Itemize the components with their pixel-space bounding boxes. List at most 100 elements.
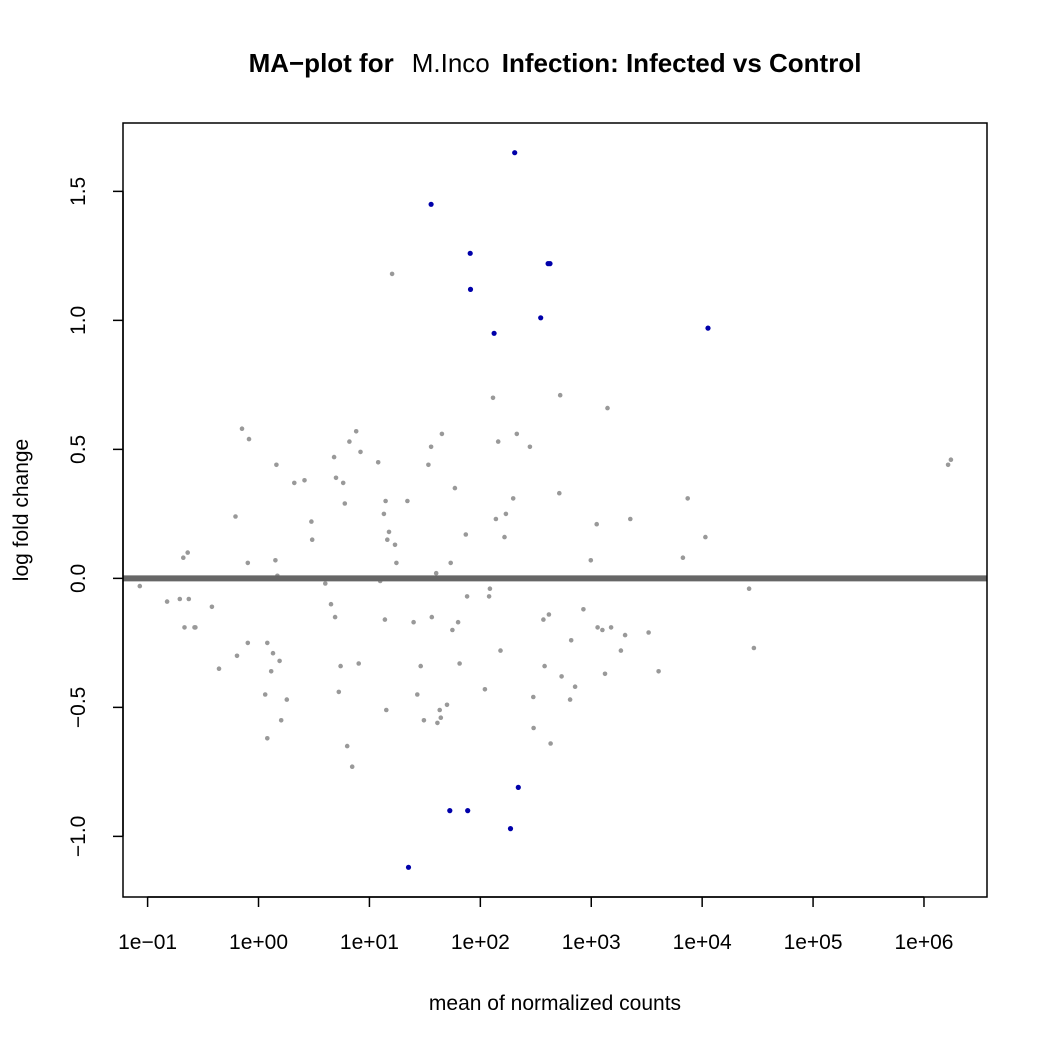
point	[181, 555, 186, 560]
point	[428, 444, 434, 450]
point	[186, 596, 192, 602]
point	[498, 648, 503, 653]
chart-title: MA−plot for M.Inco Infection: Infected v…	[249, 48, 862, 78]
point	[347, 439, 352, 444]
point	[503, 511, 509, 517]
point	[463, 532, 469, 537]
x-tick-label: 1e+03	[562, 931, 621, 954]
significant-point	[512, 150, 518, 156]
point	[444, 702, 450, 708]
point	[646, 630, 651, 635]
point	[389, 271, 395, 277]
point	[394, 560, 399, 566]
point	[751, 645, 757, 651]
point	[541, 617, 546, 622]
significant-point	[491, 330, 497, 336]
point	[349, 764, 355, 769]
significant-point	[465, 808, 471, 814]
point	[608, 625, 614, 630]
point	[358, 449, 363, 455]
point	[464, 594, 470, 599]
point	[302, 478, 307, 483]
y-tick-label: 1.5	[67, 177, 90, 206]
point	[385, 537, 390, 542]
point	[455, 619, 461, 625]
significant-point	[507, 826, 514, 832]
point	[292, 480, 297, 486]
point	[618, 648, 624, 653]
x-tick-label: 1e+05	[784, 931, 843, 954]
x-tick-label: 1e+01	[340, 931, 399, 954]
point	[548, 741, 553, 746]
point	[421, 718, 427, 723]
point	[177, 596, 183, 602]
point	[948, 457, 954, 463]
point	[245, 640, 251, 646]
point	[595, 625, 600, 630]
point	[342, 501, 348, 506]
significant-point	[515, 784, 521, 791]
point	[323, 581, 328, 586]
point	[392, 542, 398, 548]
point	[344, 743, 350, 749]
point	[277, 658, 282, 664]
point	[437, 707, 443, 713]
point	[331, 454, 337, 460]
point	[426, 462, 431, 468]
point	[588, 558, 594, 563]
point	[628, 516, 633, 522]
point	[265, 736, 270, 741]
point	[268, 669, 274, 674]
y-axis-label: log fold change	[10, 439, 33, 581]
point	[600, 627, 605, 633]
point	[493, 516, 499, 522]
point	[418, 663, 424, 669]
point	[567, 697, 573, 702]
significant-point	[538, 315, 544, 321]
point	[557, 392, 563, 398]
point	[542, 663, 547, 669]
point	[411, 619, 416, 625]
point	[381, 511, 387, 517]
point	[415, 692, 420, 697]
point	[209, 604, 215, 610]
point	[746, 586, 752, 591]
point	[546, 612, 552, 617]
point	[703, 534, 708, 540]
y-axis: −1.0 −0.5 0.0 0.5 1.0 1.5	[67, 177, 124, 857]
point	[945, 462, 951, 468]
point	[233, 514, 238, 519]
point	[502, 534, 507, 540]
title-organism: M.Inco	[412, 48, 490, 78]
significant-point	[467, 250, 473, 256]
point	[435, 720, 440, 726]
point	[333, 475, 339, 481]
point	[278, 718, 284, 723]
point	[486, 594, 492, 599]
point	[429, 614, 435, 620]
point	[216, 666, 222, 671]
points-layer	[137, 150, 954, 870]
point	[433, 570, 439, 576]
point	[457, 661, 462, 666]
point	[340, 480, 346, 486]
plot-frame	[122, 122, 988, 898]
point	[581, 607, 586, 612]
x-tick-label: 1e−01	[118, 931, 177, 954]
point	[284, 697, 290, 702]
title-suffix: Infection: Infected vs Control	[502, 48, 862, 78]
y-tick-label: 0.0	[67, 564, 90, 593]
point	[559, 674, 564, 679]
point	[680, 555, 686, 560]
x-axis: 1e−01 1e+00 1e+01 1e+02 1e+03 1e+04 1e+05 1e+06	[118, 896, 953, 954]
point	[375, 460, 381, 465]
x-axis-label: mean of normalized counts	[429, 992, 681, 1015]
point	[531, 725, 536, 731]
point	[622, 632, 628, 638]
point	[164, 599, 170, 604]
point	[594, 521, 599, 527]
point	[572, 684, 578, 689]
point	[495, 439, 501, 444]
point	[656, 669, 661, 674]
